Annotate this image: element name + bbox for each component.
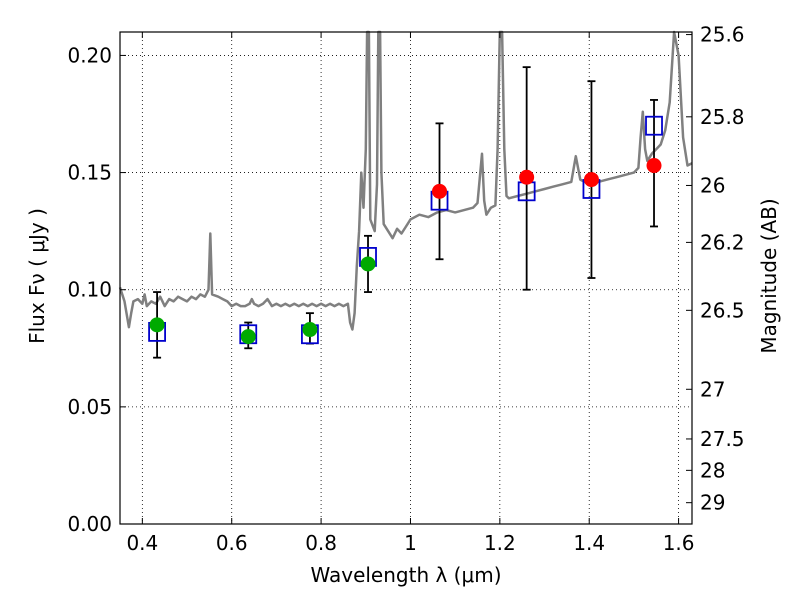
- x-tick-label: 0.4: [126, 531, 158, 555]
- observed-points: [149, 158, 662, 345]
- right-tick-label: 29: [700, 491, 725, 515]
- x-tick-label: 1: [404, 531, 417, 555]
- green-data-point: [240, 329, 256, 345]
- y-axis-label-right: Magnitude (AB): [757, 198, 781, 353]
- spectrum-line: [118, 30, 693, 331]
- model-square: [645, 115, 663, 136]
- green-data-point: [302, 322, 318, 338]
- right-tick-label: 25.8: [700, 105, 745, 129]
- y-tick-label: 0.05: [67, 395, 112, 419]
- y-tick-label: 0.10: [67, 278, 112, 302]
- right-tick-label: 25.6: [700, 23, 745, 47]
- x-tick-label: 1.2: [484, 531, 516, 555]
- right-tick-label: 26.2: [700, 230, 745, 254]
- axis-ticks: [120, 32, 692, 525]
- right-tick-label: 27: [700, 377, 725, 401]
- x-tick-label: 1.6: [663, 531, 695, 555]
- x-tick-label: 0.6: [216, 531, 248, 555]
- y-tick-label: 0.20: [67, 43, 112, 67]
- green-data-point: [360, 256, 376, 272]
- right-tick-label: 28: [700, 458, 725, 482]
- right-tick-label: 26: [700, 173, 725, 197]
- y-tick-label: 0.00: [67, 512, 112, 536]
- x-tick-labels: 0.4 0.6 0.8 1 1.2 1.4 1.6: [126, 531, 694, 555]
- model-squares: [148, 115, 663, 345]
- x-axis-label: Wavelength λ (μm): [310, 563, 501, 587]
- right-tick-label: 26.5: [700, 298, 745, 322]
- x-tick-label: 0.8: [305, 531, 337, 555]
- x-tick-label: 1.4: [573, 531, 605, 555]
- error-bars: [153, 66, 659, 359]
- red-data-point: [583, 172, 599, 188]
- template-spectrum: [118, 30, 693, 331]
- right-tick-labels: 25.6 25.8 26 26.2 26.5 27 27.5 28 29: [700, 23, 745, 515]
- red-data-point: [519, 169, 535, 185]
- green-data-point: [149, 317, 165, 333]
- y-tick-labels: 0.00 0.05 0.10 0.15 0.20: [67, 43, 112, 536]
- red-data-point: [646, 158, 662, 174]
- y-axis-label-left: Flux Fν ( μJy ): [25, 208, 49, 344]
- red-data-point: [432, 183, 448, 199]
- y-tick-label: 0.15: [67, 161, 112, 185]
- plot-frame: [119, 31, 693, 525]
- grid-lines: [120, 32, 692, 525]
- right-tick-label: 27.5: [700, 427, 745, 451]
